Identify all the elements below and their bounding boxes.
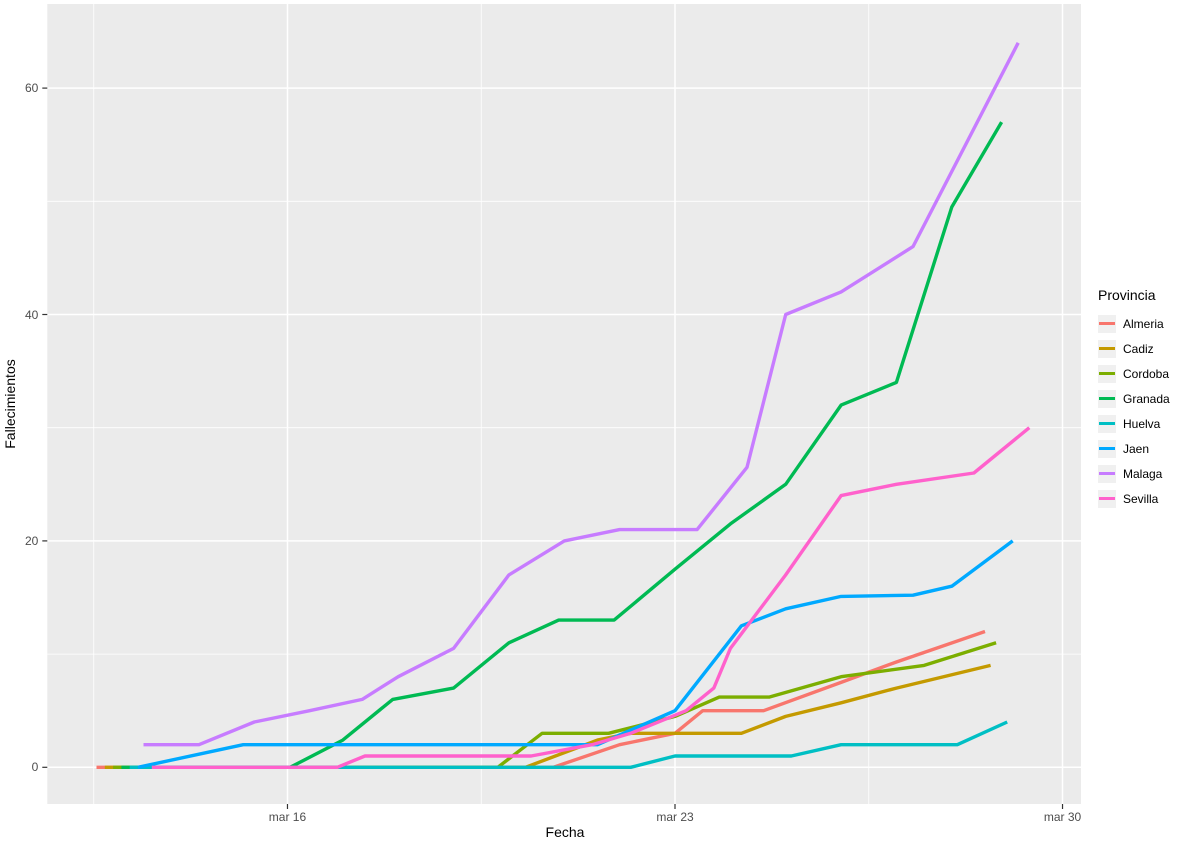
legend-item-cordoba: Cordoba xyxy=(1098,361,1170,386)
gridlines-major xyxy=(47,4,1081,804)
series-line-granada xyxy=(121,121,1004,769)
legend-label: Huelva xyxy=(1123,416,1161,431)
legend-key-line xyxy=(1099,321,1115,326)
legend-item-sevilla: Sevilla xyxy=(1098,486,1170,511)
legend-key-jaen-icon xyxy=(1098,439,1116,458)
legend-item-almeria: Almeria xyxy=(1098,311,1170,336)
legend-key-line xyxy=(1099,446,1115,451)
axis-tick-marks xyxy=(42,87,1064,809)
series-line-cordoba xyxy=(113,641,997,769)
legend-key-line xyxy=(1099,471,1115,476)
legend-key-line xyxy=(1099,371,1115,376)
legend-item-cadiz: Cadiz xyxy=(1098,336,1170,361)
y-axis-title: Fallecimientos xyxy=(2,359,18,449)
y-tick-label: 40 xyxy=(24,307,39,322)
legend-label: Granada xyxy=(1123,391,1170,406)
legend: Provincia Almeria Cadiz Cordoba Granada Huel… xyxy=(1098,287,1170,511)
legend-label: Almeria xyxy=(1123,316,1164,331)
legend-items: Almeria Cadiz Cordoba Granada Huelva Jaen Mala… xyxy=(1098,311,1170,511)
legend-key-line xyxy=(1099,396,1115,401)
x-axis-title: Fecha xyxy=(545,824,585,840)
legend-label: Malaga xyxy=(1123,466,1163,481)
legend-key-cordoba-icon xyxy=(1098,364,1116,383)
series-lines xyxy=(96,42,1031,769)
series-line-sevilla xyxy=(151,426,1031,769)
series-line-malaga xyxy=(143,42,1020,747)
series-line-jaen xyxy=(137,539,1014,769)
legend-item-jaen: Jaen xyxy=(1098,436,1170,461)
gridlines-minor xyxy=(47,4,1081,804)
x-tick-label: mar 30 xyxy=(1043,810,1082,824)
legend-item-malaga: Malaga xyxy=(1098,461,1170,486)
legend-key-huelva-icon xyxy=(1098,414,1116,433)
legend-key-granada-icon xyxy=(1098,389,1116,408)
y-tick-label: 0 xyxy=(31,760,39,775)
legend-key-almeria-icon xyxy=(1098,314,1116,333)
x-tick-label: mar 23 xyxy=(656,810,694,824)
legend-key-sevilla-icon xyxy=(1098,489,1116,508)
legend-key-malaga-icon xyxy=(1098,464,1116,483)
y-tick-label: 20 xyxy=(24,533,39,548)
legend-item-granada: Granada xyxy=(1098,386,1170,411)
plot-panel xyxy=(47,4,1081,804)
legend-item-huelva: Huelva xyxy=(1098,411,1170,436)
legend-key-line xyxy=(1099,346,1115,351)
legend-label: Sevilla xyxy=(1123,491,1159,506)
legend-key-line xyxy=(1099,421,1115,426)
series-line-almeria xyxy=(96,629,986,769)
series-line-huelva xyxy=(129,720,1008,769)
x-tick-label: mar 16 xyxy=(268,810,307,824)
legend-label: Cadiz xyxy=(1123,341,1154,356)
y-tick-label: 60 xyxy=(24,81,39,96)
legend-label: Cordoba xyxy=(1123,366,1170,381)
legend-key-line xyxy=(1099,496,1115,501)
legend-key-cadiz-icon xyxy=(1098,339,1116,358)
legend-title: Provincia xyxy=(1098,287,1156,303)
series-line-cadiz xyxy=(104,663,991,769)
legend-label: Jaen xyxy=(1123,441,1150,456)
